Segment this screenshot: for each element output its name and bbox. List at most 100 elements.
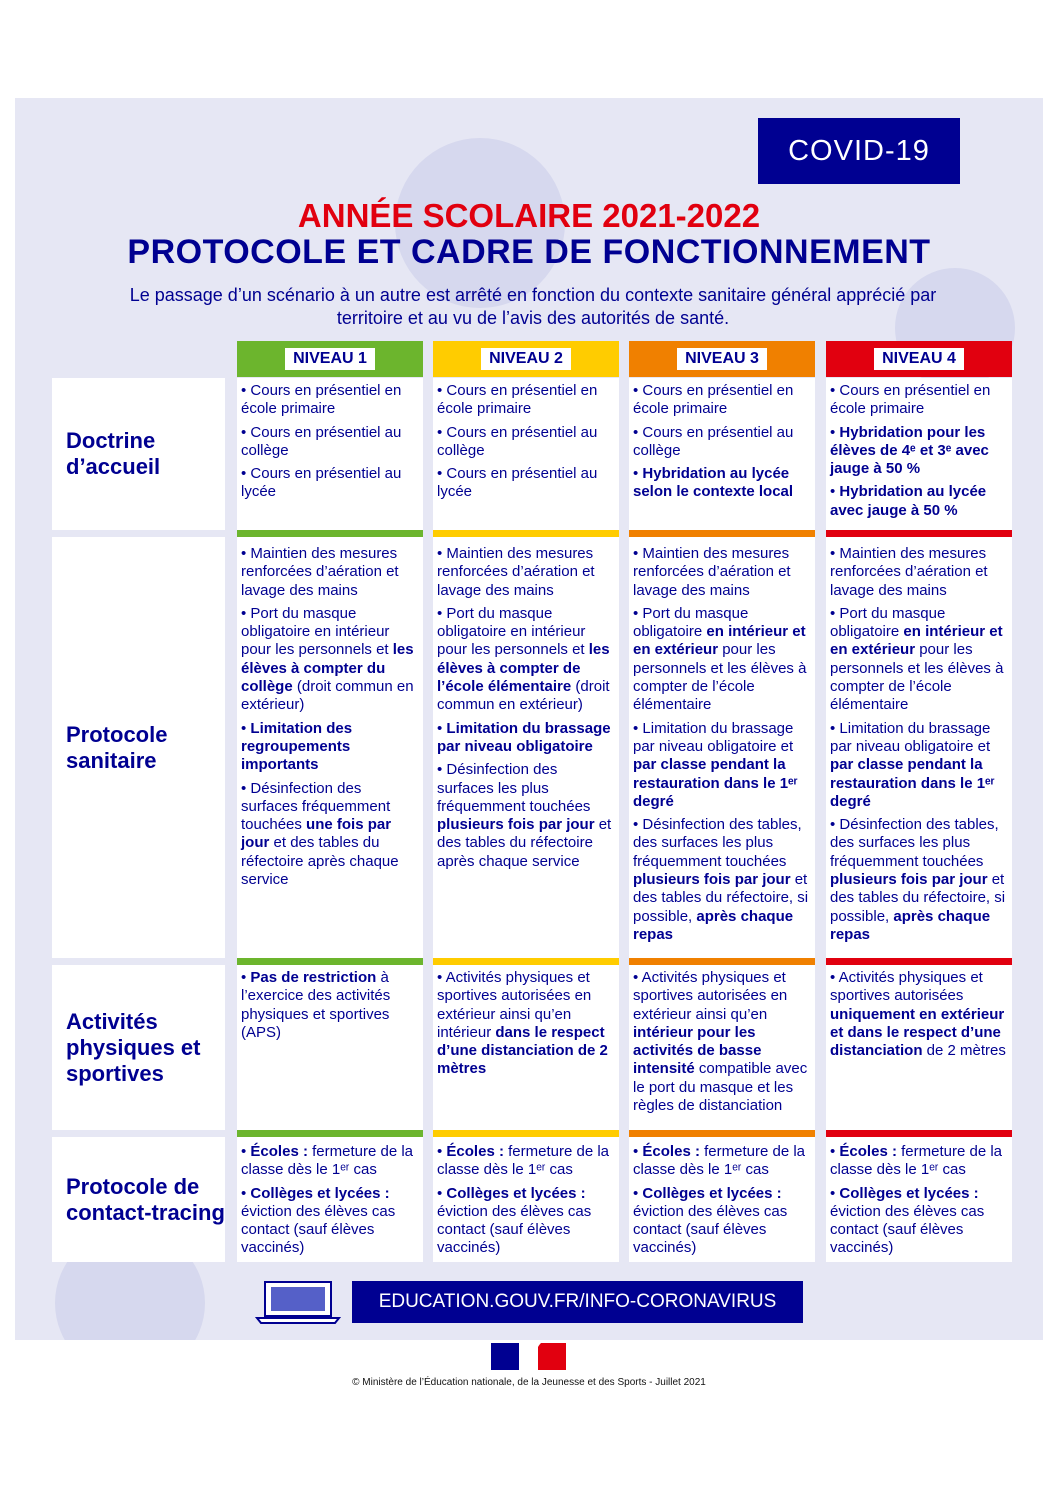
- header-niveau-1: NIVEAU 1: [237, 341, 423, 377]
- bullet-item: • Cours en présentiel au lycée: [241, 465, 419, 502]
- text: • Port du masque obligatoire en intérieu…: [437, 604, 589, 659]
- text: •: [437, 1143, 447, 1160]
- page-title: PROTOCOLE ET CADRE DE FONCTIONNEMENT: [127, 233, 931, 271]
- bold-text: Hybridation au lycée selon le contexte l…: [633, 465, 794, 501]
- bullet-item: • Limitation des regroupements important…: [241, 720, 419, 775]
- text: •: [241, 1184, 251, 1202]
- text: fermeture de la classe dès le 1ᵉʳ cas: [633, 1143, 806, 1179]
- text: éviction des élèves cas contact (sauf él…: [633, 1202, 788, 1257]
- title-year: ANNÉE SCOLAIRE 2021-2022: [297, 197, 761, 234]
- level-label: NIVEAU 3: [677, 348, 767, 370]
- table-cell: • Cours en présentiel en école primaire •…: [629, 378, 815, 530]
- bullet-item: • Collèges et lycées : éviction des élèv…: [830, 1185, 1008, 1258]
- text: •: [830, 1184, 840, 1202]
- text: fermeture de la classe dès le 1ᵉʳ cas: [830, 1143, 1003, 1179]
- bold-text: plusieurs fois par jour: [633, 871, 791, 889]
- bold-text: Pas de restriction: [250, 969, 377, 986]
- bullet-item: • Port du masque obligatoire en intérieu…: [241, 605, 419, 715]
- text: • Maintien des mesures renforcées d’aéra…: [437, 545, 595, 599]
- bullet-item: • Écoles : fermeture de la classe dès le…: [633, 1143, 811, 1180]
- text: •: [437, 1184, 447, 1202]
- bold-text: intérieur pour les activités de basse in…: [633, 1023, 762, 1078]
- bold-text: plusieurs fois par jour: [830, 871, 988, 889]
- text: fermeture de la classe dès le 1ᵉʳ cas: [241, 1143, 414, 1179]
- bullet-item: • Désinfection des surfaces les plus fré…: [437, 761, 615, 871]
- row-label: Protocole de contact-tracing: [52, 1137, 225, 1262]
- bold-text: dans le respect d’une distanciation de 2…: [437, 1023, 608, 1078]
- text: • Maintien des mesures renforcées d’aéra…: [633, 545, 791, 599]
- bold-text: Écoles :: [250, 1143, 308, 1160]
- text: • Cours en présentiel en école primaire: [830, 382, 991, 418]
- bullet-item: • Cours en présentiel au collège: [437, 424, 615, 461]
- bold-text: en intérieur et en extérieur: [830, 623, 1003, 659]
- text: • Port du masque obligatoire en intérieu…: [241, 604, 393, 659]
- text: de 2 mètres: [922, 1042, 1006, 1060]
- website-link[interactable]: EDUCATION.GOUV.FR/INFO-CORONAVIRUS: [352, 1281, 803, 1323]
- text: (droit commun en extérieur): [437, 678, 610, 714]
- text: éviction des élèves cas contact (sauf él…: [241, 1202, 396, 1257]
- copyright: © Ministère de l’Éducation nationale, de…: [352, 1377, 706, 1388]
- text: éviction des élèves cas contact (sauf él…: [830, 1202, 985, 1257]
- level-color-bar: [629, 1130, 815, 1137]
- text: • Cours en présentiel en école primaire: [241, 382, 402, 418]
- bullet-item: • Collèges et lycées : éviction des élèv…: [633, 1185, 811, 1258]
- level-color-bar: [237, 530, 423, 537]
- bullet-item: • Cours en présentiel en école primaire: [633, 382, 811, 419]
- table-cell: • Écoles : fermeture de la classe dès le…: [237, 1130, 423, 1262]
- bold-text: Hybridation pour les élèves de 4ᵉ et 3ᵉ …: [830, 423, 989, 478]
- table-cell: • Cours en présentiel en école primaire •…: [826, 378, 1012, 530]
- bullet-item: • Maintien des mesures renforcées d’aéra…: [241, 545, 419, 600]
- text: •: [633, 465, 643, 483]
- text: • Cours en présentiel en école primaire: [633, 382, 794, 418]
- table-cell: • Écoles : fermeture de la classe dès le…: [826, 1130, 1012, 1262]
- table-cell: • Maintien des mesures renforcées d’aéra…: [433, 530, 619, 958]
- bold-text: Hybridation au lycée avec jauge à 50 %: [830, 483, 987, 519]
- text: •: [633, 1143, 643, 1160]
- level-color-bar: [433, 1130, 619, 1137]
- level-color-bar: [629, 530, 815, 537]
- bullet-item: • Activités physiques et sportives autor…: [633, 969, 811, 1115]
- bullet-item: • Limitation du brassage par niveau obli…: [437, 720, 615, 757]
- text: •: [830, 423, 840, 441]
- bullet-item: • Hybridation pour les élèves de 4ᵉ et 3…: [830, 424, 1008, 479]
- text: • Désinfection des tables, des surfaces …: [830, 816, 999, 870]
- bullet-item: • Collèges et lycées : éviction des élèv…: [437, 1185, 615, 1258]
- text: et des tables du réfectoire, si possible…: [830, 871, 1006, 925]
- text: éviction des élèves cas contact (sauf él…: [437, 1202, 592, 1257]
- text: fermeture de la classe dès le 1ᵉʳ cas: [437, 1143, 610, 1179]
- text: • Cours en présentiel en école primaire: [437, 382, 598, 418]
- text: • Limitation du brassage par niveau obli…: [830, 719, 991, 755]
- text: • Désinfection des surfaces les plus fré…: [437, 761, 591, 815]
- table-cell: • Activités physiques et sportives autor…: [433, 958, 619, 1130]
- level-color-bar: [826, 958, 1012, 965]
- bullet-item: • Cours en présentiel au collège: [633, 424, 811, 461]
- text: à l’exercice des activités physiques et …: [241, 969, 391, 1041]
- row-label: Doctrine d’accueil: [52, 378, 225, 530]
- bold-text: Écoles :: [642, 1143, 700, 1160]
- text: pour les personnels et les élèves à comp…: [830, 641, 1004, 714]
- header-niveau-4: NIVEAU 4: [826, 341, 1012, 377]
- bullet-item: • Activités physiques et sportives autor…: [437, 969, 615, 1079]
- bold-text: les élèves à compter de l’école élémenta…: [437, 641, 610, 696]
- table-cell: • Cours en présentiel en école primaire •…: [433, 378, 619, 530]
- text: • Cours en présentiel au lycée: [241, 465, 402, 501]
- table-cell: • Cours en présentiel en école primaire •…: [237, 378, 423, 530]
- text: • Cours en présentiel au collège: [437, 423, 598, 459]
- bullet-item: • Cours en présentiel en école primaire: [830, 382, 1008, 419]
- text: •: [241, 969, 251, 986]
- bullet-item: • Limitation du brassage par niveau obli…: [830, 720, 1008, 811]
- level-color-bar: [237, 1130, 423, 1137]
- table-cell: • Activités physiques et sportives autor…: [629, 958, 815, 1130]
- bold-text: Collèges et lycées :: [642, 1184, 782, 1202]
- row-label-text: Activités physiques et sportives: [66, 1008, 201, 1086]
- bullet-item: • Écoles : fermeture de la classe dès le…: [830, 1143, 1008, 1180]
- table-cell: • Écoles : fermeture de la classe dès le…: [433, 1130, 619, 1262]
- bullet-item: • Port du masque obligatoire en intérieu…: [830, 605, 1008, 715]
- bold-text: en intérieur et en extérieur: [633, 623, 806, 659]
- level-color-bar: [433, 530, 619, 537]
- bold-text: par classe pendant la restauration dans …: [830, 756, 995, 810]
- marianne-logo: [491, 1343, 566, 1370]
- bold-text: Collèges et lycées :: [446, 1184, 586, 1202]
- text: •: [633, 1184, 643, 1202]
- text: •: [830, 483, 840, 501]
